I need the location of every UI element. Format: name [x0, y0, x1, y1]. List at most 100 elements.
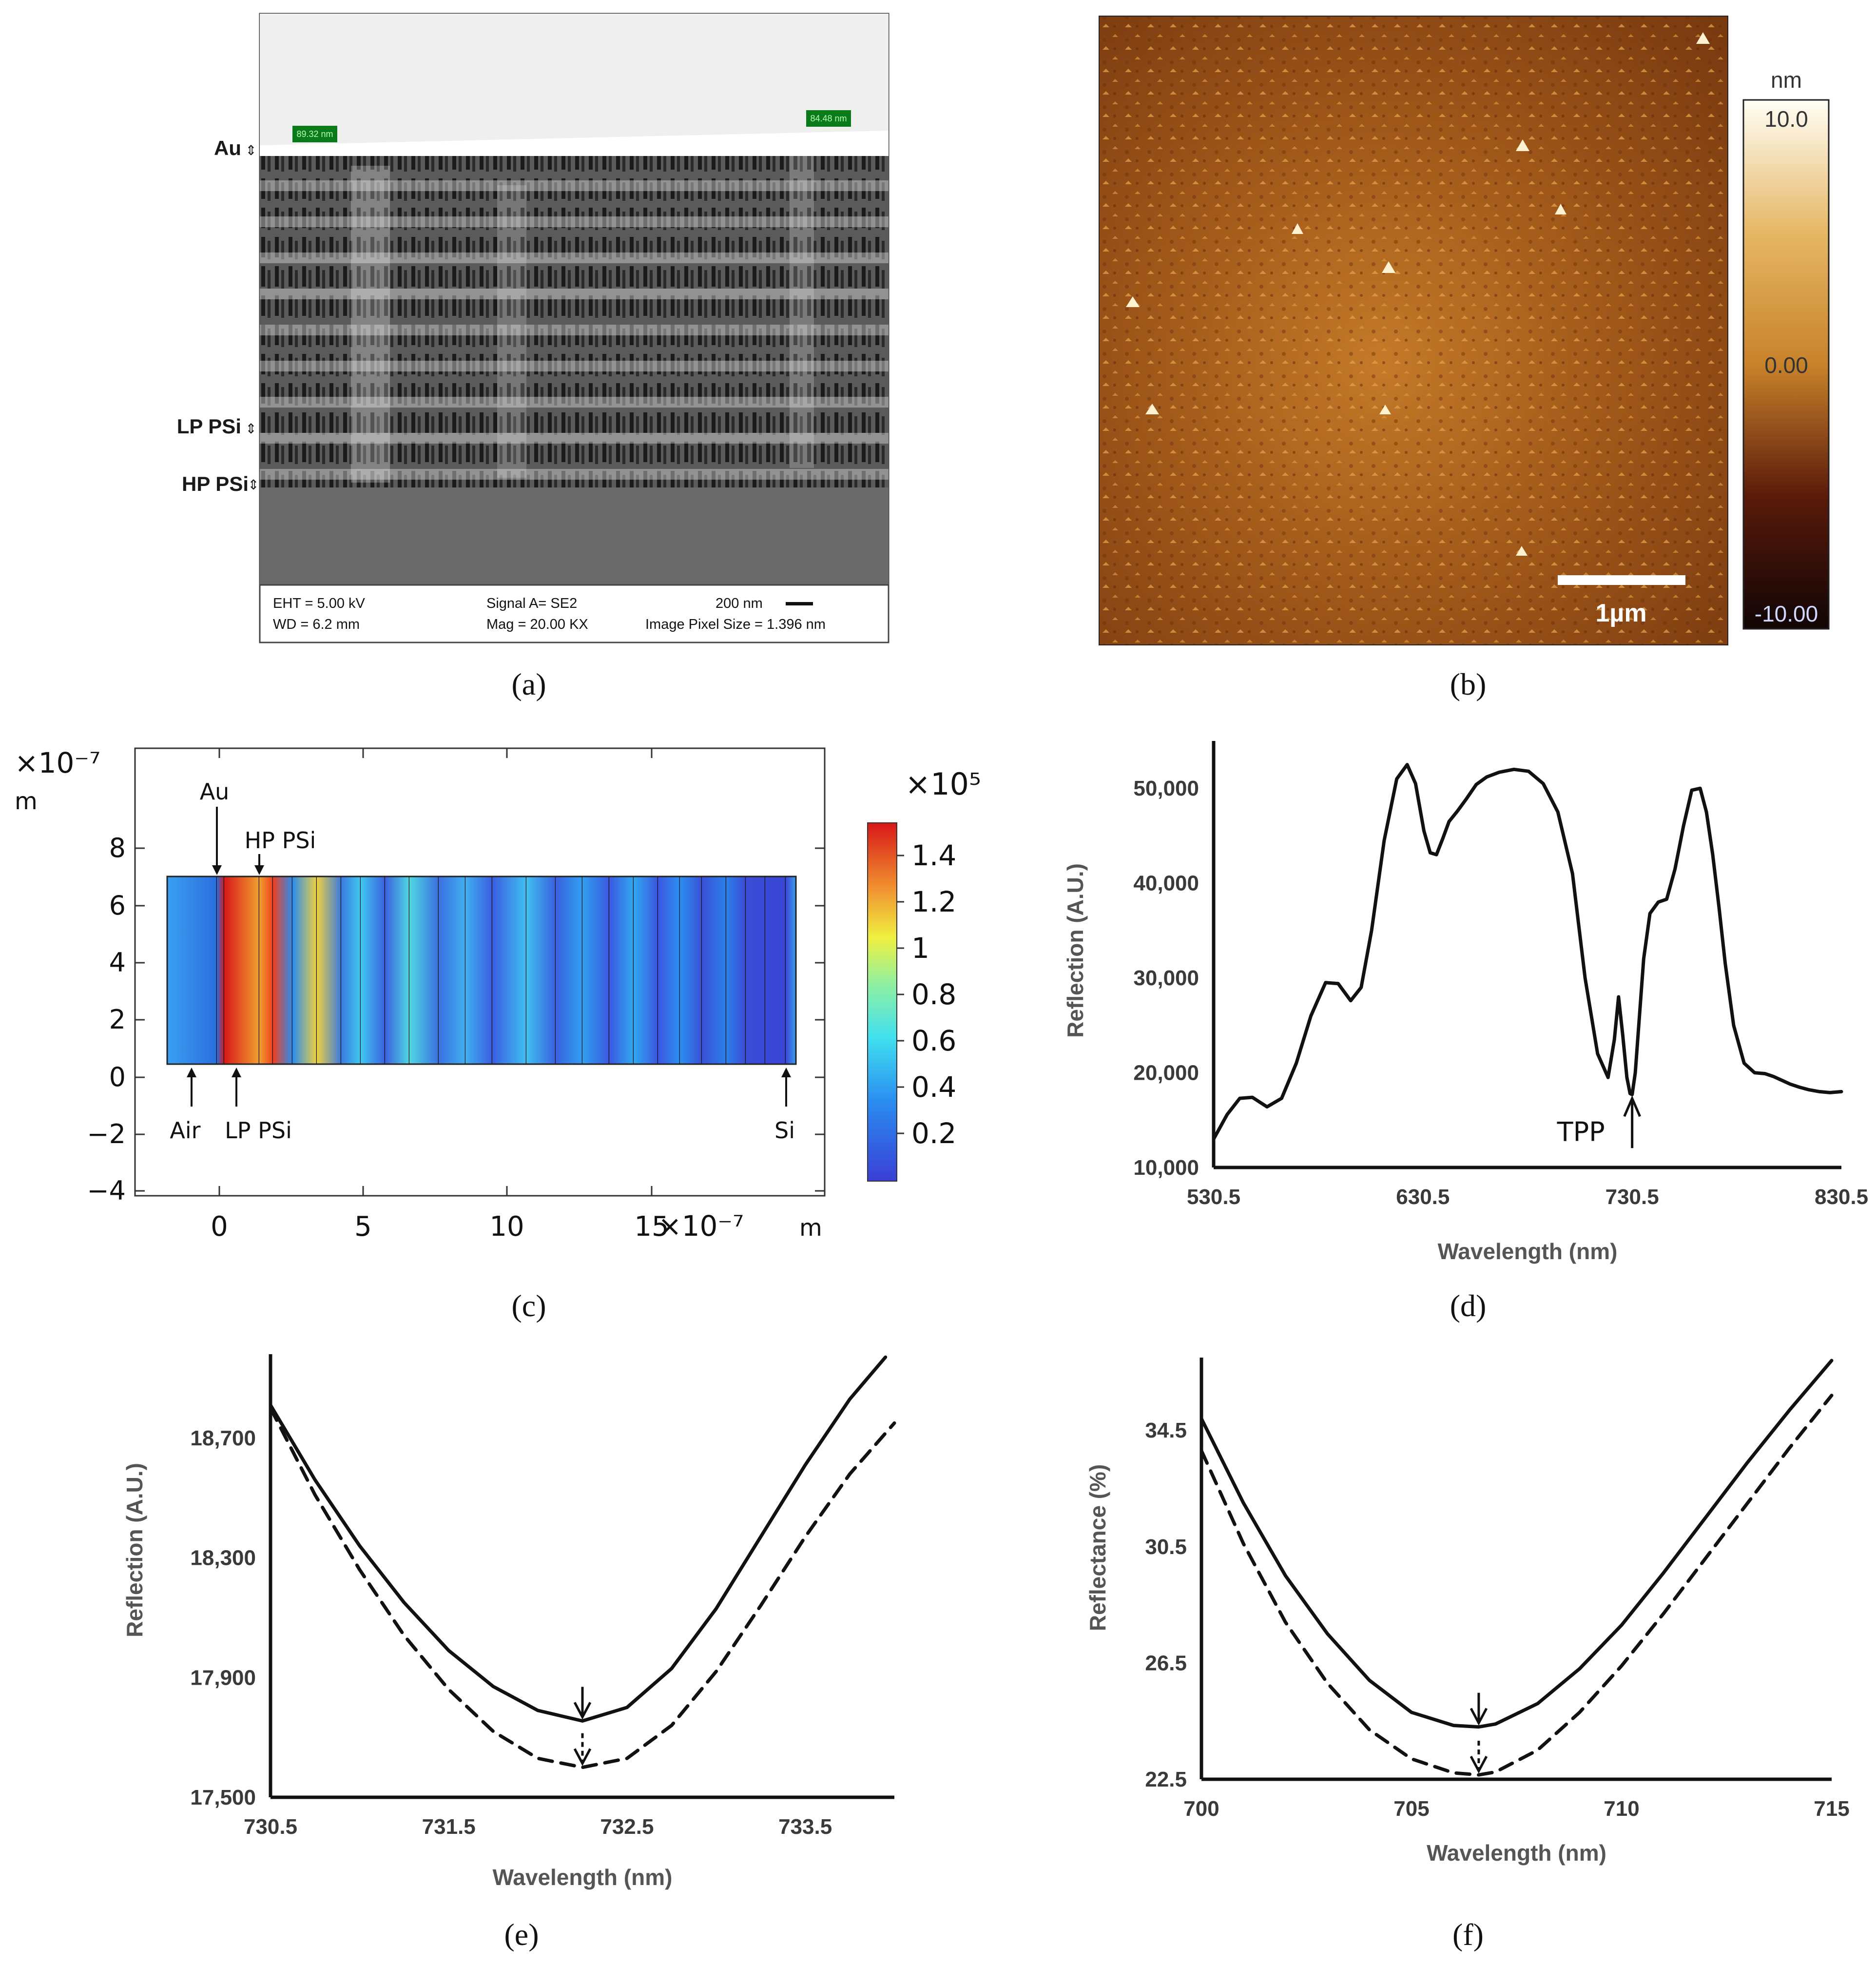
sem-info-bar	[259, 584, 890, 643]
arrow-head	[781, 1068, 791, 1077]
measure-tag	[292, 126, 337, 142]
afm-scalebar	[1558, 575, 1685, 585]
colorbar-tick-label: 0.4	[911, 1070, 956, 1104]
double-arrow-icon: ⇕	[245, 421, 256, 436]
x-tick-label: 732.5	[600, 1815, 654, 1839]
x-tick-label: 733.5	[778, 1815, 832, 1839]
colorbar-tick-label: 0.2	[911, 1117, 956, 1150]
y-tick-label: 34.5	[1145, 1419, 1187, 1442]
label-lp-psi: LP PSi	[225, 1117, 292, 1144]
field-strip	[361, 876, 385, 1064]
panel-b-afm-image: 1µm nm 10.0 0.00 -10.00 (b)	[1099, 16, 1830, 701]
field-strip	[609, 876, 634, 1064]
afm-colorbar-tick: 0.00	[1764, 352, 1808, 378]
x-tick-label: 700	[1183, 1797, 1219, 1821]
y-tick-label: 4	[109, 947, 126, 978]
afm-frame	[1099, 16, 1728, 645]
y-tick-label: 2	[109, 1004, 126, 1035]
panel-d-reflection-spectrum: 530.5 630.5 730.5 830.5 10,000 20,000 30,000 40…	[1063, 741, 1868, 1323]
si-substrate	[260, 487, 889, 585]
tpp-arrow-head	[1623, 1095, 1641, 1117]
panel-f-reflectance-zoom: 700 705 710 715 22.5 26.5 30.5 34.5 Wavelength (…	[1085, 1358, 1850, 1952]
info-eht: EHT = 5.00 kV	[273, 596, 366, 611]
caption-a: (a)	[511, 667, 546, 701]
double-arrow-icon: ⇕	[245, 143, 256, 158]
x-tick-label: 705	[1393, 1797, 1429, 1821]
field-strip	[680, 876, 702, 1064]
x-tick-label: 630.5	[1396, 1185, 1450, 1209]
scale-bar	[786, 602, 813, 605]
x-unit: m	[799, 1214, 822, 1242]
field-strip	[217, 876, 224, 1064]
field-strip	[292, 876, 317, 1064]
field-strip	[409, 876, 439, 1064]
y-axis-label: Reflection (A.U.)	[1063, 863, 1088, 1038]
sem-streak	[790, 156, 814, 468]
caption-e: (e)	[504, 1917, 539, 1952]
afm-colorbar	[1742, 99, 1830, 630]
caption-f: (f)	[1452, 1917, 1484, 1952]
sem-streak	[497, 185, 526, 478]
label-air: Air	[170, 1117, 200, 1144]
x-tick-label: 10	[489, 1211, 524, 1243]
panel-e-reflection-zoom: 730.5 731.5 732.5 733.5 17,500 17,900 18,300 18…	[122, 1354, 896, 1952]
afm-scalebar-label: 1µm	[1595, 599, 1646, 627]
field-strip	[582, 876, 609, 1064]
y-tick-label: 40,000	[1133, 872, 1199, 895]
y-tick-label: 50,000	[1133, 777, 1199, 800]
arrow-head	[187, 1068, 196, 1077]
double-arrow-icon: ⇕	[248, 477, 259, 492]
field-strip	[385, 876, 409, 1064]
panel-c-field-map: 8 6 4 2 0 −2 −4 0 5 10 15 ×10⁻⁷ m ×10⁻⁷ m Au HP PS…	[15, 746, 981, 1323]
field-strip	[765, 876, 786, 1064]
y-tick-label: 26.5	[1145, 1651, 1187, 1675]
measure-tag-text: 84.48 nm	[810, 114, 847, 123]
arrow-head	[254, 865, 264, 875]
caption-d: (d)	[1450, 1288, 1487, 1323]
label-au: Au	[200, 778, 230, 805]
x-axis-label: Wavelength (nm)	[493, 1865, 673, 1890]
y-tick-label: 10,000	[1133, 1156, 1199, 1180]
field-strip	[259, 876, 273, 1064]
info-scale: 200 nm	[716, 596, 763, 611]
measure-tag	[806, 110, 851, 127]
label-si: Si	[774, 1117, 795, 1144]
field-strip	[167, 876, 217, 1064]
x-tick-label: 715	[1814, 1797, 1849, 1821]
x-tick-label: 730.5	[1605, 1185, 1659, 1209]
field-strip	[786, 876, 796, 1064]
psi-multilayer	[260, 161, 889, 487]
field-strip	[492, 876, 526, 1064]
sem-streak	[351, 166, 390, 483]
tpp-label: TPP	[1557, 1116, 1605, 1147]
y-tick-label: 30,000	[1133, 966, 1199, 990]
label-hp-psi: HP PSi	[182, 472, 249, 495]
au-layer	[260, 131, 889, 161]
afm-grain	[1099, 16, 1728, 645]
y-tick-label: 20,000	[1133, 1061, 1199, 1085]
info-mag: Mag = 20.00 KX	[486, 617, 588, 632]
afm-colorbar-unit: nm	[1771, 67, 1802, 93]
y-tick-label: 8	[109, 833, 126, 863]
axes-frame	[134, 747, 826, 1197]
label-hp-psi: HP PSi	[245, 827, 316, 854]
series-line-dashed	[1199, 1394, 1834, 1777]
minimum-arrow-head	[1470, 1708, 1488, 1726]
field-strip	[526, 876, 556, 1064]
label-lp-psi: LP PSi	[177, 415, 241, 438]
field-strip	[317, 876, 341, 1064]
arrow-head	[212, 865, 222, 875]
arrow-head	[232, 1068, 241, 1077]
x-tick-label: 530.5	[1187, 1185, 1240, 1209]
x-tick-label: 710	[1604, 1797, 1639, 1821]
field-strip	[224, 876, 259, 1064]
minimum-arrow-head	[1470, 1755, 1488, 1774]
y-tick-label: 30.5	[1145, 1535, 1187, 1559]
y-tick-label: 0	[109, 1062, 126, 1092]
x-tick-label: 730.5	[244, 1815, 297, 1839]
caption-c: (c)	[511, 1288, 546, 1323]
afm-colorbar-tick: -10.00	[1755, 601, 1818, 626]
y-unit: m	[15, 788, 38, 815]
series-line-reflection	[1212, 763, 1843, 1141]
